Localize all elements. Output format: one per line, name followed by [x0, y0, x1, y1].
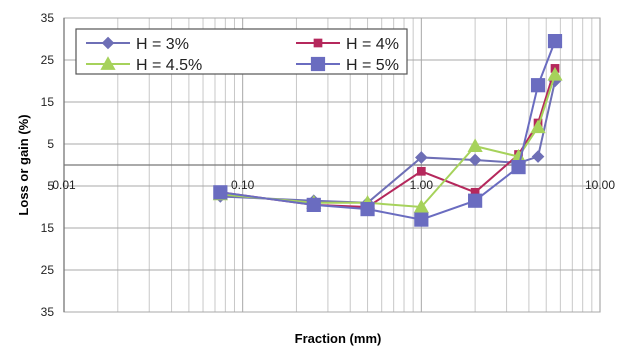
legend-item-1: H = 3% [86, 36, 189, 53]
data-point [416, 166, 426, 176]
data-point [531, 150, 545, 163]
legend: H = 3% H = 4% H = 4.5% H = 5% [75, 28, 408, 75]
y-tick-label: 5 [47, 137, 54, 151]
data-point [467, 138, 483, 152]
data-point [468, 153, 482, 167]
legend-swatch-marker [101, 36, 115, 50]
data-point [415, 151, 428, 164]
y-tick-label: 35 [41, 11, 55, 25]
legend-box [75, 28, 408, 75]
legend-label: H = 4.5% [136, 57, 202, 74]
y-tick-label: 5 [47, 179, 54, 193]
y-tick-label: 35 [41, 305, 55, 319]
x-tick-label: 10.00 [585, 178, 615, 192]
y-axis-label: Loss or gain (%) [16, 114, 31, 215]
legend-swatch-marker [313, 38, 323, 48]
x-axis-label: Fraction (mm) [295, 331, 382, 346]
data-point [468, 193, 483, 208]
data-point [213, 185, 228, 200]
series-line [220, 74, 556, 209]
legend-label: H = 4% [346, 36, 399, 53]
legend-item-2: H = 4% [296, 36, 399, 53]
y-tick-label: 25 [41, 263, 55, 277]
series-line [220, 40, 556, 221]
legend-label: H = 3% [136, 36, 189, 53]
series-4 [213, 34, 563, 227]
y-tick-label: 15 [41, 221, 55, 235]
y-tick-label: 25 [41, 53, 55, 67]
data-point [306, 197, 321, 213]
data-point [511, 160, 526, 175]
data-point [360, 202, 375, 217]
legend-swatch-marker [310, 56, 326, 72]
series-1 [214, 74, 562, 210]
legend-label: H = 5% [346, 57, 399, 74]
data-point [530, 119, 546, 134]
data-point [547, 34, 563, 49]
x-tick-label: 0.01 [52, 178, 76, 192]
series-3 [212, 66, 563, 213]
data-point [547, 66, 563, 81]
data-point [530, 78, 546, 93]
axes: 35 25 15 5 5 15 25 35 0.01 0.10 1.00 10.00 [41, 11, 616, 319]
legend-item-4: H = 5% [296, 56, 399, 74]
series-layer [212, 34, 563, 227]
legend-swatch-marker [100, 56, 116, 70]
series-line [220, 80, 556, 204]
x-tick-label: 0.10 [231, 178, 255, 192]
x-tick-label: 1.00 [410, 178, 434, 192]
data-point [413, 199, 429, 213]
y-tick-label: 15 [41, 95, 55, 109]
data-point [414, 212, 429, 227]
legend-item-3: H = 4.5% [86, 56, 202, 74]
series-2 [215, 64, 560, 212]
